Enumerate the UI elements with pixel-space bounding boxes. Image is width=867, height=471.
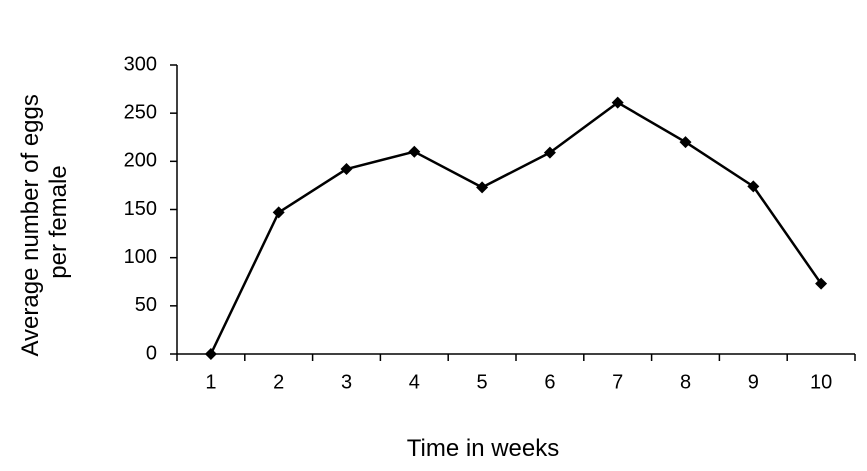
x-tick-label: 9 — [748, 372, 759, 394]
y-tick-label: 200 — [124, 150, 157, 172]
x-tick-label: 8 — [680, 372, 691, 394]
data-point-marker — [476, 181, 489, 194]
axis-titles: Time in weeks Average number of eggs per… — [17, 87, 559, 462]
x-tick-label: 6 — [544, 372, 555, 394]
data-point-marker — [543, 146, 556, 159]
data-point-marker — [204, 348, 217, 360]
y-tick-label: 150 — [124, 198, 157, 220]
x-tick-label: 4 — [409, 372, 420, 394]
axes — [170, 64, 856, 361]
x-tick-labels: 1 2 3 4 5 6 7 8 9 10 — [205, 372, 832, 394]
y-tick-label: 250 — [124, 101, 157, 123]
x-axis-title: Time in weeks — [407, 435, 559, 462]
data-point-marker — [815, 277, 828, 290]
y-axis-title-line-2: per female — [45, 165, 72, 278]
x-tick-label: 7 — [612, 372, 623, 394]
data-point-marker — [679, 136, 692, 149]
y-tick-label: 50 — [135, 294, 157, 316]
y-tick-label: 0 — [146, 342, 157, 364]
data-point-marker — [747, 180, 760, 193]
data-point-marker — [272, 206, 285, 219]
y-tick-label: 300 — [124, 53, 157, 75]
data-point-marker — [340, 163, 353, 176]
series-line — [209, 101, 823, 355]
x-tick-label: 3 — [341, 372, 352, 394]
x-tick-label: 2 — [273, 372, 284, 394]
y-axis-title-line-1: Average number of eggs — [17, 94, 44, 356]
x-tick-label: 1 — [205, 372, 216, 394]
data-point-marker — [408, 145, 421, 158]
x-tick-label: 10 — [810, 372, 832, 394]
y-tick-labels: 0 50 100 150 200 250 300 — [124, 53, 157, 364]
series-line-group — [204, 96, 828, 360]
x-tick-label: 5 — [477, 372, 488, 394]
y-axis-title: Average number of eggs per female — [17, 87, 72, 356]
y-tick-label: 100 — [124, 246, 157, 268]
data-point-marker — [611, 96, 624, 109]
